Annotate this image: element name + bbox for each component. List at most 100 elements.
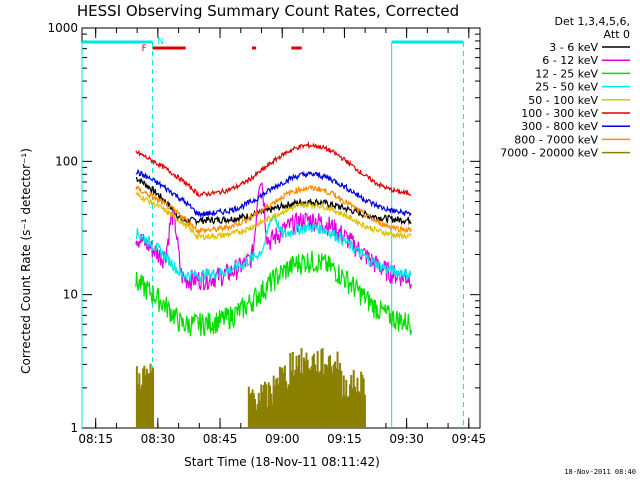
series-bar	[280, 368, 283, 428]
series-bar	[143, 365, 146, 428]
series-bar	[281, 367, 284, 428]
y-tick-label: 1000	[47, 21, 78, 35]
series-line	[135, 185, 412, 235]
series-bar	[362, 378, 365, 428]
footer-timestamp: 18-Nov-2011 08:40	[564, 468, 636, 476]
series-bar	[265, 384, 268, 428]
series-bar	[320, 349, 323, 428]
series-bar	[332, 364, 335, 428]
series-bar	[329, 355, 332, 428]
series-line	[135, 191, 412, 241]
series-bar	[296, 366, 299, 428]
series-bar	[355, 391, 358, 428]
legend-entry-label: 6 - 12 keV	[542, 54, 598, 67]
series-bar	[257, 392, 260, 428]
legend-entry-label: 25 - 50 keV	[535, 81, 598, 94]
series-bar	[363, 394, 366, 428]
series-bar	[148, 373, 151, 428]
series-bar	[309, 369, 312, 428]
series-bar	[275, 379, 278, 428]
series-bar	[304, 360, 307, 428]
series-bar	[277, 384, 280, 428]
series-bar	[271, 403, 274, 428]
series-bar	[314, 364, 317, 428]
series-bar	[286, 388, 289, 428]
y-tick-label: 10	[63, 288, 78, 302]
legend-entry-label: 100 - 300 keV	[521, 107, 598, 120]
series-bar	[250, 392, 253, 428]
series-bar	[287, 384, 290, 428]
series-bar	[357, 391, 360, 428]
series-bar	[305, 352, 308, 428]
series-bar	[351, 388, 354, 428]
series-bar	[249, 394, 252, 428]
series-bar	[341, 396, 344, 428]
series-bar	[300, 348, 303, 428]
series-bar	[264, 381, 267, 428]
series-bar	[310, 366, 313, 428]
series-bar	[139, 388, 142, 428]
series-bar	[301, 373, 304, 428]
series-bar	[306, 359, 309, 428]
series-bar	[266, 406, 269, 428]
series-bar	[356, 377, 359, 428]
series-bar	[251, 389, 254, 428]
chart-title: HESSI Observing Summary Count Rates, Cor…	[77, 2, 459, 20]
legend-entry-label: 300 - 800 keV	[521, 120, 598, 133]
legend-entry-label: 7000 - 20000 keV	[500, 147, 598, 160]
series-bar	[337, 369, 340, 428]
x-tick-label: 08:30	[141, 432, 176, 446]
y-axis-label: Corrected Count Rate (s⁻¹ detector⁻¹)	[19, 148, 33, 374]
x-axis-label: Start Time (18-Nov-11 08:11:42)	[184, 455, 380, 469]
series-bar	[137, 383, 140, 428]
series-bar	[319, 371, 322, 428]
series-bar	[291, 351, 294, 428]
series-bar	[255, 409, 258, 428]
series-line	[135, 250, 412, 337]
series-bar	[247, 386, 250, 428]
series-bar	[360, 371, 363, 428]
series-bar	[345, 379, 348, 428]
plot-area: 1 10 100 1000 08:15 08:30 08:45 09:00 09:15 09:30…	[47, 21, 486, 446]
series-bar	[297, 354, 300, 428]
series-bar	[152, 368, 155, 428]
series-bar	[336, 351, 339, 428]
x-tick-label: 08:45	[203, 432, 238, 446]
series-bar	[290, 370, 293, 428]
legend-header-line-1: Det 1,3,4,5,6,	[554, 15, 630, 28]
series-bar	[307, 368, 310, 428]
series-bar	[321, 348, 324, 428]
series-bar	[282, 372, 285, 428]
x-tick-label: 09:30	[389, 432, 424, 446]
series-bar	[140, 384, 143, 428]
series-bar	[327, 356, 330, 428]
series-bar	[299, 372, 302, 428]
legend-entry-label: 3 - 6 keV	[549, 41, 598, 54]
y-tick-label: 1	[70, 421, 78, 435]
series-bar	[135, 366, 138, 428]
x-tick-label: 09:45	[452, 432, 487, 446]
series-bar	[324, 363, 327, 428]
series-bar	[358, 392, 361, 428]
series-bar	[339, 382, 342, 428]
x-tick-label: 08:15	[78, 432, 113, 446]
series-bar	[325, 364, 328, 428]
series-bar	[350, 375, 353, 428]
series-bar	[326, 365, 329, 428]
series-bar	[254, 399, 257, 428]
series-bar	[335, 368, 338, 428]
series-bar	[344, 395, 347, 428]
series-bar	[361, 374, 364, 428]
series-bar	[311, 355, 314, 428]
series-bar	[293, 375, 296, 428]
series-bar	[302, 357, 305, 428]
series-bar	[144, 375, 147, 428]
series-line	[135, 141, 412, 197]
series-bar	[342, 375, 345, 428]
night-flag-label: N	[157, 37, 164, 47]
x-tick-label: 09:00	[265, 432, 300, 446]
series-bar	[259, 400, 262, 428]
series-bar	[283, 365, 286, 428]
series-bar	[316, 351, 319, 428]
